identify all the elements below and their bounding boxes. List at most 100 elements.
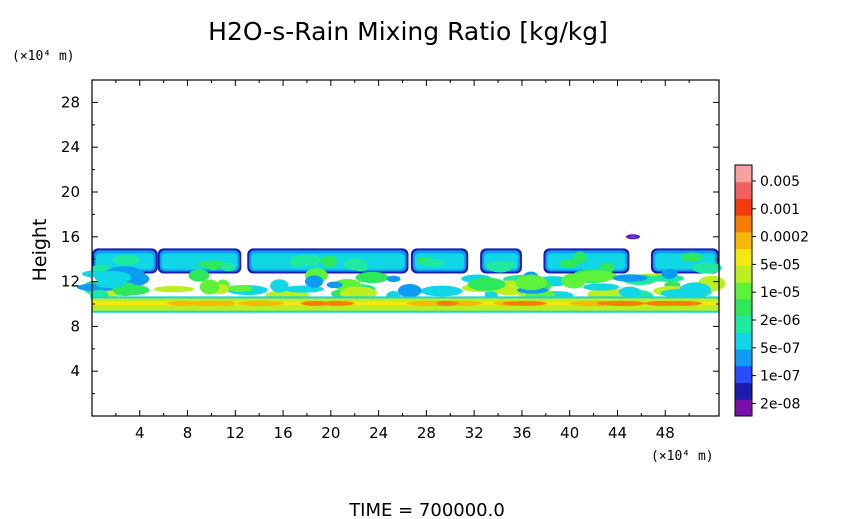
colorbar-swatch (735, 282, 752, 300)
colorbar-swatch (735, 165, 752, 183)
x-tick-label: 40 (560, 424, 579, 442)
x-tick-label: 8 (183, 424, 193, 442)
upper-layer-blob (91, 264, 109, 273)
middle-layer-blob (679, 282, 711, 297)
y-tick-label: 20 (61, 183, 80, 201)
middle-layer-blob (226, 285, 253, 292)
colorbar-label: 0.005 (760, 174, 800, 190)
lower-layer-max (300, 300, 332, 306)
upper-layer-blob (485, 260, 517, 270)
middle-layer-blob (583, 283, 620, 291)
upper-layer-blob (207, 260, 221, 271)
colorbar-swatch (735, 315, 752, 333)
colorbar-label: 0.0002 (760, 230, 809, 246)
colorbar-label: 5e-05 (760, 257, 800, 273)
x-tick-label: 32 (465, 424, 484, 442)
colorbar: 0.005 0.001 0.0002 5e-05 1e-05 2e-06 5e-07 1e-0… (734, 164, 809, 417)
chart-title: H2O-s-Rain Mixing Ratio [kg/kg] (208, 17, 608, 46)
middle-layer-blob (188, 269, 210, 282)
middle-layer-blob (515, 274, 547, 291)
colorbar-swatch (735, 198, 752, 216)
y-tick-label: 4 (70, 362, 80, 380)
upper-layer-blob (420, 259, 445, 267)
colorbar-swatch (735, 382, 752, 400)
x-tick-label: 24 (369, 424, 388, 442)
colorbar-swatch (735, 248, 752, 266)
upper-layer-blob (354, 263, 368, 272)
colorbar-swatch (735, 399, 752, 417)
colorbar-label: 1e-05 (760, 285, 800, 301)
middle-layer-blob (304, 275, 324, 288)
middle-layer-blob (355, 271, 389, 284)
lower-layer-max (436, 300, 459, 306)
colorbar-swatch (735, 215, 752, 233)
middle-layer-blob (420, 285, 463, 297)
colorbar-label: 2e-08 (760, 396, 800, 412)
x-axis: 4 8 12 16 20 24 28 32 36 40 44 48 (115, 80, 690, 442)
y-tick-label: 16 (61, 228, 80, 246)
middle-layer-blob (661, 268, 678, 279)
y-tick-label: 24 (61, 138, 80, 156)
middle-layer-blob (612, 274, 648, 282)
lower-layer-max (184, 300, 231, 306)
x-tick-label: 28 (417, 424, 436, 442)
middle-layer-blob (116, 284, 150, 296)
y-axis: 4 8 12 16 20 24 28 (61, 93, 719, 395)
middle-layer-blob (561, 273, 587, 289)
middle-layer-blob (326, 281, 343, 289)
middle-layer-blob (467, 277, 506, 291)
middle-layer-blob (618, 286, 641, 298)
y-unit-label: (×10⁴ m) (12, 49, 75, 64)
colorbar-swatch (735, 181, 752, 199)
upper-layer-blob (112, 254, 140, 266)
lower-layer-max (502, 300, 547, 306)
lower-layer-max (605, 300, 645, 306)
colorbar-swatch (735, 265, 752, 283)
isolated-cell-core (629, 235, 638, 239)
colorbar-swatch (735, 365, 752, 384)
x-tick-label: 4 (135, 424, 145, 442)
middle-layer-blob (575, 270, 618, 282)
colorbar-frame (734, 164, 753, 417)
colorbar-swatch (735, 349, 752, 367)
y-tick-label: 12 (61, 273, 80, 291)
middle-layer-blob (397, 283, 422, 298)
colorbar-label: 5e-07 (760, 341, 800, 357)
x-tick-label: 16 (274, 424, 293, 442)
colorbar-swatch (735, 298, 752, 317)
upper-layer-blob (692, 262, 722, 274)
upper-layer-blob (573, 251, 587, 264)
upper-layer-blob (321, 255, 338, 268)
lower-layer-max (167, 300, 196, 306)
x-unit-label: (×10⁴ m) (651, 449, 714, 464)
upper-layer-blob (295, 254, 321, 267)
upper-layer-blob (220, 262, 236, 272)
upper-layer-blob (681, 252, 703, 263)
middle-layer-blob (94, 270, 131, 285)
plot-frame (91, 79, 720, 417)
lower-layer-max (218, 300, 236, 306)
lower-layer-max (569, 300, 608, 306)
middle-layer-blob (153, 285, 195, 293)
colorbar-swatch (735, 332, 752, 350)
contour-field (76, 234, 726, 313)
colorbar-swatch (735, 231, 752, 250)
middle-layer-blob (199, 279, 220, 295)
lower-layer-max (242, 300, 281, 306)
upper-layer-blob (559, 259, 579, 268)
y-axis-label: Height (29, 219, 51, 282)
middle-layer-blob (386, 275, 401, 283)
colorbar-label: 1e-07 (760, 369, 800, 385)
lower-layer-max (644, 300, 681, 306)
time-label: TIME = 700000.0 (348, 500, 505, 519)
x-tick-label: 44 (608, 424, 627, 442)
y-tick-label: 8 (70, 317, 80, 335)
x-tick-label: 48 (656, 424, 675, 442)
y-tick-label: 28 (61, 93, 80, 111)
lower-layer-core (92, 301, 719, 306)
colorbar-label: 2e-06 (760, 313, 800, 329)
x-tick-label: 12 (226, 424, 245, 442)
x-tick-label: 20 (321, 424, 340, 442)
colorbar-label: 0.001 (760, 202, 800, 218)
